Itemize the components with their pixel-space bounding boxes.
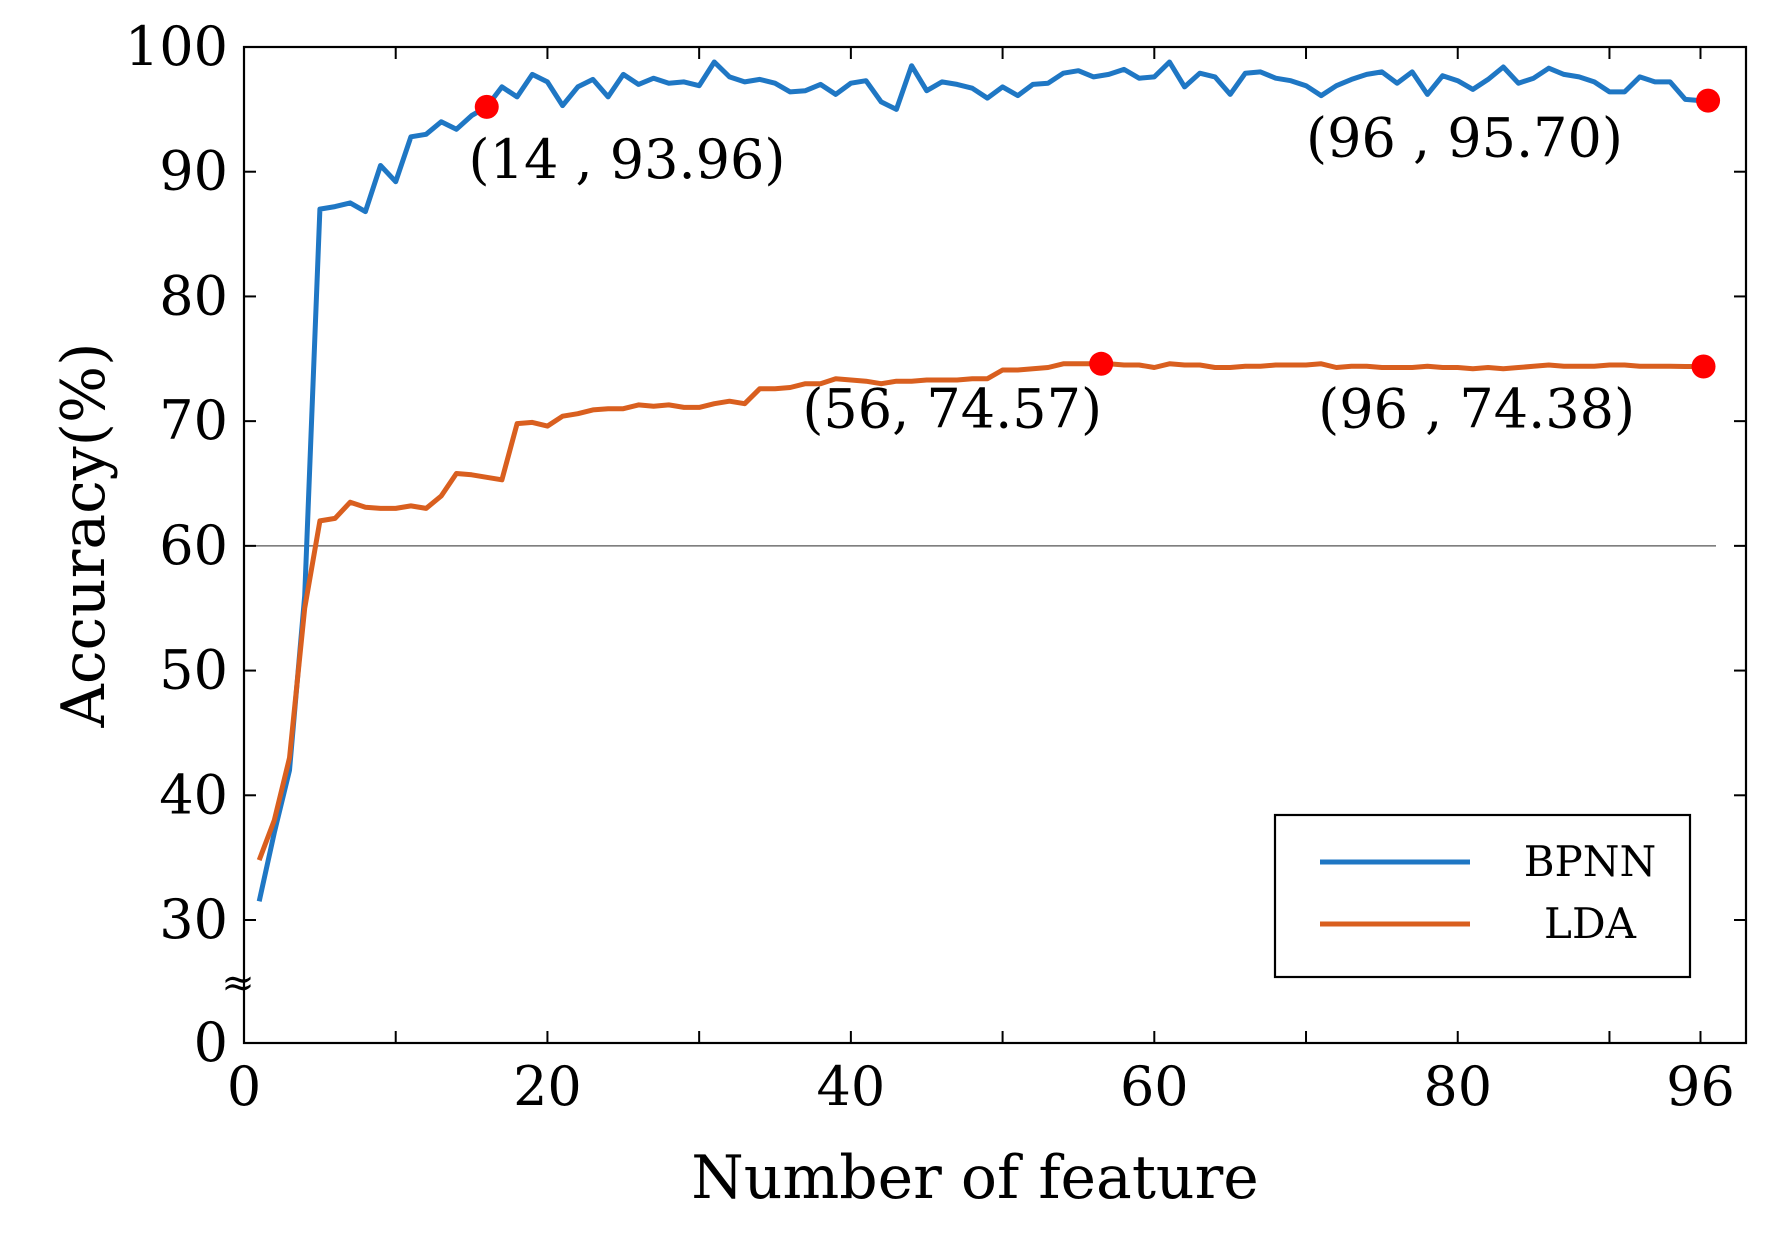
- y-axis-title: Accuracy(%): [49, 343, 119, 729]
- y-tick-label: 80: [159, 264, 228, 327]
- y-tick-label: 70: [159, 389, 228, 452]
- y-tick-label: 50: [159, 639, 228, 702]
- legend: BPNN LDA: [1273, 813, 1692, 979]
- series-line-lda: [256, 361, 1701, 861]
- point-annotation: (96 , 95.70): [1306, 107, 1623, 170]
- legend-box: [1273, 813, 1692, 979]
- legend-label-bpnn: BPNN: [1524, 837, 1657, 886]
- x-tick-label: 0: [227, 1055, 261, 1118]
- annotations-layer: (14 , 93.96) (96 , 95.70) (56, 74.57) (96 ,…: [469, 107, 1636, 441]
- y-tick-label: 0: [194, 1011, 228, 1074]
- legend-label-lda: LDA: [1544, 899, 1637, 948]
- x-tick-label: 40: [817, 1055, 886, 1118]
- highlight-point: [474, 94, 499, 119]
- y-tick-label: 40: [159, 763, 228, 826]
- point-annotation: (96 , 74.38): [1318, 377, 1635, 440]
- ticks-layer: [243, 46, 1746, 1044]
- x-tick-label: 80: [1423, 1055, 1492, 1118]
- highlight-points-layer: [474, 88, 1721, 379]
- y-tick-label: 60: [159, 514, 228, 577]
- highlight-point: [1696, 88, 1721, 113]
- x-tick-label: 20: [513, 1055, 582, 1118]
- highlight-point: [1691, 354, 1716, 379]
- x-tick-label: 60: [1120, 1055, 1189, 1118]
- highlight-point: [1089, 351, 1114, 376]
- y-tick-label: 100: [125, 15, 228, 78]
- tick-labels-layer: 0 20 40 60 80 96 0 30 40 50 60 70 80 90 100: [125, 15, 1735, 1118]
- x-axis-title: Number of feature: [691, 1143, 1259, 1213]
- point-annotation: (14 , 93.96): [469, 128, 786, 191]
- series-layer: [256, 59, 1701, 902]
- y-tick-label: 90: [159, 140, 228, 203]
- series-line-bpnn: [256, 59, 1701, 902]
- axis-break-symbol: ≈: [221, 960, 255, 1006]
- y-tick-label: 30: [159, 888, 228, 951]
- point-annotation: (56, 74.57): [802, 377, 1102, 440]
- x-tick-label: 96: [1666, 1055, 1735, 1118]
